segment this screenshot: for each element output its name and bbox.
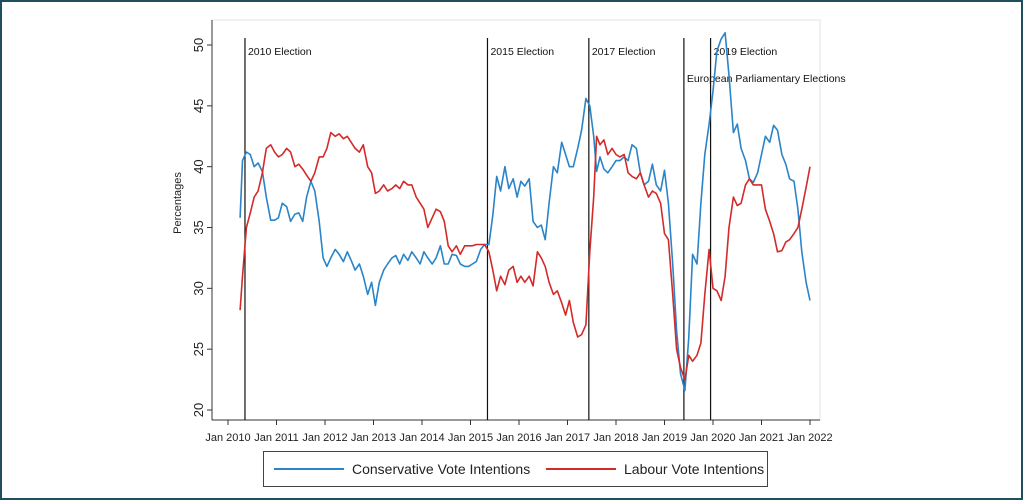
y-tick-label: 50 xyxy=(191,38,206,52)
y-tick-label: 35 xyxy=(191,220,206,234)
series-line-labour xyxy=(239,131,811,381)
x-tick-label: Jan 2012 xyxy=(302,432,347,444)
x-tick-label: Jan 2022 xyxy=(787,432,832,444)
x-tick-label: Jan 2019 xyxy=(642,432,687,444)
series-group xyxy=(239,31,811,392)
event-label: 2015 Election xyxy=(490,46,554,58)
x-axis: Jan 2010 Jan 2011 Jan 2012 Jan 2013 Jan 2014… xyxy=(205,419,833,444)
legend-label-labour: Labour Vote Intentions xyxy=(624,461,765,477)
plot-area xyxy=(211,19,821,421)
y-tick-label: 25 xyxy=(191,342,206,356)
event-label: 2017 Election xyxy=(592,46,656,58)
event-lines: 2010 Election 2015 Election 2017 Election E… xyxy=(244,38,846,420)
x-tick-label: Jan 2020 xyxy=(690,432,735,444)
y-axis: 20 25 30 35 40 45 50 xyxy=(191,20,213,420)
y-tick-label: 20 xyxy=(191,403,206,417)
event-label: 2019 Election xyxy=(714,46,778,58)
legend-label-conservative: Conservative Vote Intentions xyxy=(352,461,531,477)
x-tick-label: Jan 2014 xyxy=(399,432,444,444)
legend: Conservative Vote Intentions Labour Vote… xyxy=(263,451,768,487)
event-label: 2010 Election xyxy=(248,46,312,58)
x-tick-label: Jan 2010 xyxy=(205,432,250,444)
x-tick-label: Jan 2011 xyxy=(254,432,298,444)
y-tick-label: 45 xyxy=(191,99,206,113)
x-tick-label: Jan 2013 xyxy=(351,432,396,444)
x-tick-label: Jan 2015 xyxy=(448,432,493,444)
y-tick-label: 30 xyxy=(191,281,206,295)
x-tick-label: Jan 2021 xyxy=(739,432,784,444)
x-tick-label: Jan 2016 xyxy=(496,432,541,444)
x-tick-label: Jan 2017 xyxy=(545,432,590,444)
legend-item-conservative: Conservative Vote Intentions xyxy=(274,452,530,486)
legend-swatch-labour xyxy=(546,468,616,470)
event-label: European Parliamentary Elections xyxy=(687,73,846,85)
series-line-conservative xyxy=(239,31,811,392)
legend-swatch-conservative xyxy=(274,468,344,470)
legend-item-labour: Labour Vote Intentions xyxy=(546,452,764,486)
x-tick-label: Jan 2018 xyxy=(593,432,638,444)
y-tick-label: 40 xyxy=(191,159,206,173)
y-axis-title: Percentages xyxy=(172,172,184,234)
